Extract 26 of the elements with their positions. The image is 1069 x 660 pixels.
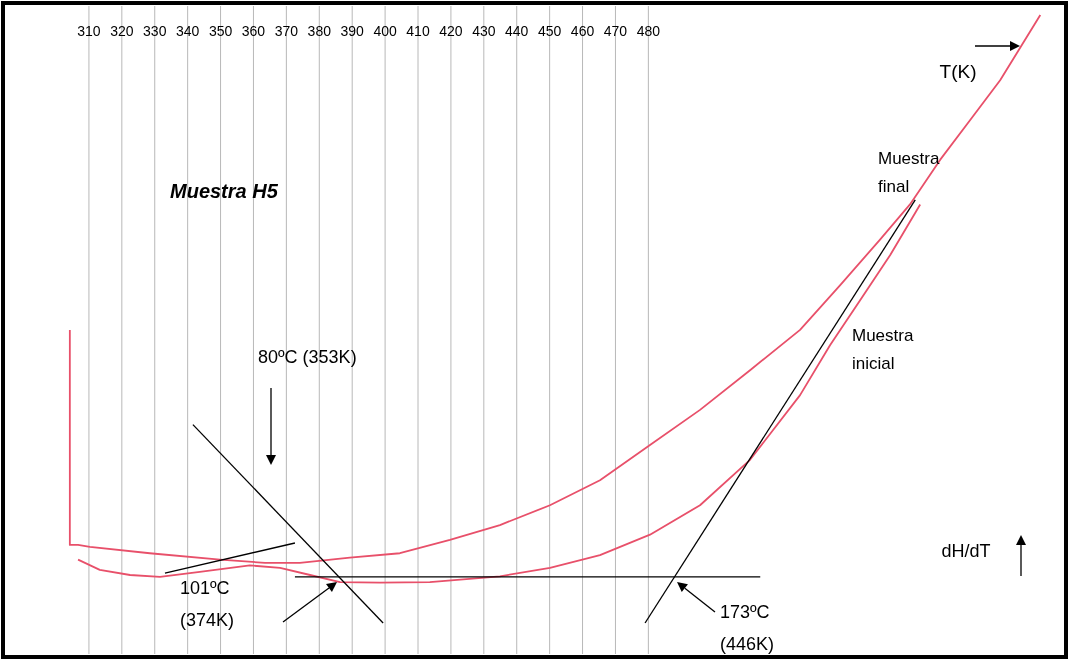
x-tick-label: 470	[603, 23, 628, 39]
x-tick-label: 430	[472, 23, 496, 39]
x-tick-label: 360	[241, 23, 266, 39]
x-tick-label: 440	[505, 23, 529, 39]
x-tick-label: 380	[307, 23, 332, 39]
x-tick-label: 410	[406, 23, 430, 39]
x-tick-label: 480	[636, 23, 661, 39]
x-tick-label: 400	[373, 23, 397, 39]
x-axis-title: T(K)	[939, 61, 977, 82]
y-axis-title: dH/dT	[941, 541, 991, 561]
x-tick-label: 450	[537, 23, 562, 39]
series-label: Muestra final	[877, 149, 940, 197]
annotation: 80ºC (353K)	[258, 347, 357, 367]
annotation: 173ºC (446K)	[720, 602, 775, 654]
x-tick-label: 330	[143, 23, 167, 39]
x-tick-label: 340	[175, 23, 200, 39]
series-label: Muestra inicial	[852, 326, 914, 374]
x-tick-label: 310	[77, 23, 101, 39]
x-tick-label: 390	[340, 23, 365, 39]
x-tick-label: 350	[208, 23, 233, 39]
x-tick-label: 370	[274, 23, 299, 39]
text: Muestra H5	[170, 180, 279, 202]
x-tick-label: 460	[570, 23, 595, 39]
x-tick-label: 420	[439, 23, 463, 39]
x-tick-label: 320	[110, 23, 134, 39]
annotation: 101ºC (374K)	[180, 578, 235, 630]
